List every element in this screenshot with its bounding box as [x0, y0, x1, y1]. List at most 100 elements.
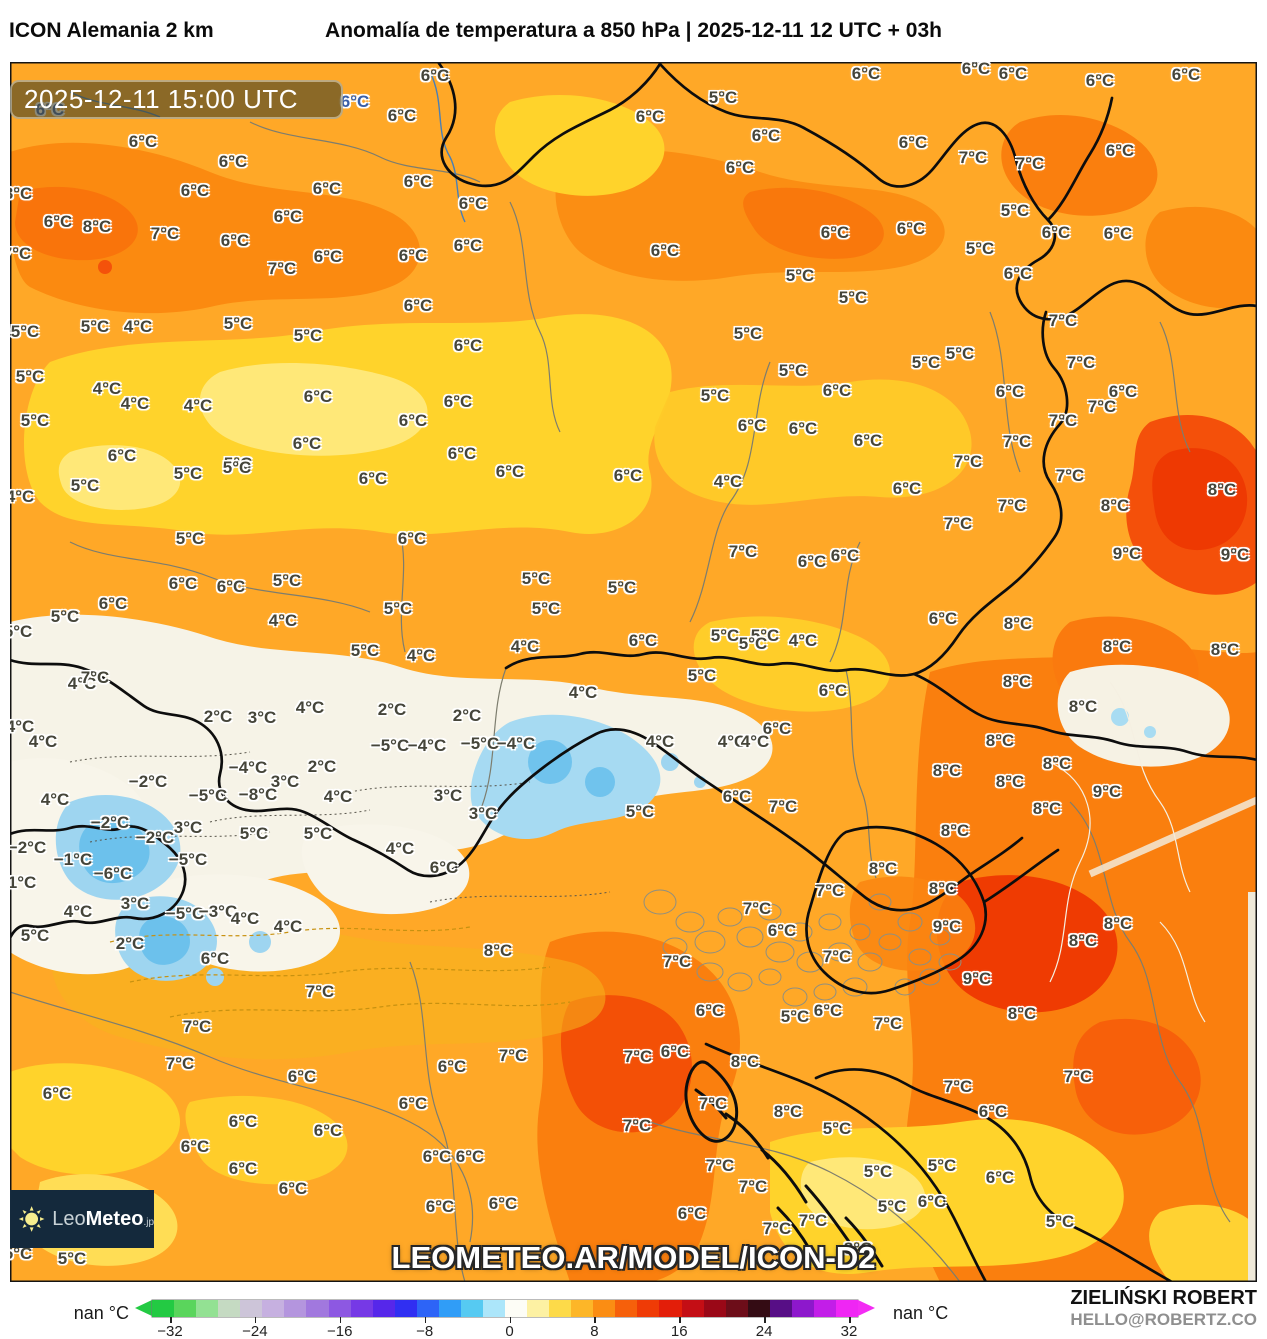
temp-label: 7°C	[822, 947, 852, 966]
temp-label: 6°C	[813, 1001, 843, 1020]
temp-label: 6°C	[216, 577, 246, 596]
temp-label: 6°C	[650, 241, 680, 260]
colorbar-tickmark	[339, 1317, 342, 1323]
temp-label: 3°C	[173, 818, 203, 837]
temp-label: 4°C	[713, 472, 743, 491]
temp-label: 8°C	[843, 1239, 873, 1258]
temp-label: 7°C	[1087, 397, 1117, 416]
temp-label: 8°C	[730, 1052, 760, 1071]
temp-label: −2°C	[135, 828, 175, 847]
colorbar-ticklabel: −32	[157, 1323, 183, 1339]
temp-label: 2°C	[203, 707, 233, 726]
temp-label: 6°C	[628, 631, 658, 650]
colorbar-tickmark	[170, 1317, 172, 1323]
temp-label: 6°C	[853, 431, 883, 450]
temp-label: 8°C	[1207, 480, 1237, 499]
colorbar-segment	[747, 1300, 770, 1317]
colorbar-tickmark	[764, 1317, 766, 1323]
temp-label: 5°C	[10, 322, 40, 341]
colorbar	[135, 1300, 875, 1317]
temp-label: 7°C	[165, 1054, 195, 1073]
temp-label: 5°C	[708, 88, 738, 107]
temp-label: 5°C	[521, 569, 551, 588]
temp-label: 5°C	[20, 926, 50, 945]
logo-suffix: .jp	[143, 1216, 154, 1228]
temp-label: 5°C	[10, 622, 33, 641]
temp-label: 5°C	[50, 607, 80, 626]
temp-label: 7°C	[943, 514, 973, 533]
temp-label: 7°C	[150, 224, 180, 243]
temp-label: 6°C	[1108, 382, 1138, 401]
temp-label: 5°C	[822, 1119, 852, 1138]
temp-label: 6°C	[788, 419, 818, 438]
temp-label: 6°C	[635, 107, 665, 126]
temp-label: 7°C	[997, 496, 1027, 515]
temp-label: 8°C	[1210, 640, 1240, 659]
colorbar-segment	[637, 1300, 660, 1317]
temp-label: 6°C	[762, 719, 792, 738]
author-name: ZIELIŃSKI ROBERT	[1070, 1287, 1257, 1309]
temp-label: 2°C	[452, 706, 482, 725]
colorbar-segment	[593, 1300, 616, 1317]
header-bar: ICON Alemania 2 km Anomalía de temperatu…	[0, 0, 1267, 62]
attribution: ZIELIŃSKI ROBERT HELLO@ROBERTZ.CO	[1070, 1287, 1257, 1330]
temp-label: 7°C	[738, 1177, 768, 1196]
temp-label: 6°C	[1041, 223, 1071, 242]
temp-label: 7°C	[10, 244, 32, 263]
temp-label: 6°C	[42, 1084, 72, 1103]
temp-label: 7°C	[742, 899, 772, 918]
temp-label: 6°C	[917, 1192, 947, 1211]
temp-label: 6°C	[278, 1179, 308, 1198]
temp-label: 6°C	[660, 1042, 690, 1061]
temp-label: 7°C	[1063, 1067, 1093, 1086]
colorbar-segment	[571, 1300, 594, 1317]
logo-wordmark: LeoMeteo.jp	[52, 1208, 154, 1231]
temp-label: 6°C	[767, 921, 797, 940]
temp-label: 9°C	[962, 969, 992, 988]
temp-label: 2°C	[115, 934, 145, 953]
temp-label: 5°C	[927, 1156, 957, 1175]
temp-label: 5°C	[911, 353, 941, 372]
temp-label: 6°C	[422, 1147, 452, 1166]
footer-bar: nan °C −32 −24 −16 −8 0 8 16 24 32 nan °C ZIELIŃ…	[0, 1282, 1267, 1339]
temp-label: 7°C	[768, 797, 798, 816]
colorbar-segment	[725, 1300, 748, 1317]
temp-label: 6°C	[387, 106, 417, 125]
temp-label: 8°C	[1103, 914, 1133, 933]
temp-label: 6°C	[398, 1094, 428, 1113]
temp-label: 6°C	[722, 787, 752, 806]
temp-label: 5°C	[223, 454, 253, 473]
temp-label: 6°C	[998, 64, 1028, 83]
temp-label: 6°C	[287, 1067, 317, 1086]
colorbar-segment	[240, 1300, 263, 1317]
temp-label: 6°C	[273, 207, 303, 226]
temp-label: 6°C	[228, 1159, 258, 1178]
colorbar-segment	[328, 1300, 351, 1317]
temp-label: 4°C	[295, 698, 325, 717]
temp-label: 8°C	[1003, 614, 1033, 633]
temp-label: 4°C	[385, 839, 415, 858]
temp-label: 8°C	[1068, 931, 1098, 950]
temp-label: 6°C	[180, 181, 210, 200]
temp-label: 6°C	[1085, 71, 1115, 90]
colorbar-ticklabel: −16	[327, 1323, 353, 1339]
temp-label: 4°C	[273, 917, 303, 936]
temp-label: 6°C	[397, 529, 427, 548]
colorbar-body	[152, 1300, 858, 1317]
temp-label: 6°C	[1105, 141, 1135, 160]
temp-label: 4°C	[568, 683, 598, 702]
temp-label: 6°C	[358, 469, 388, 488]
temp-label: 7°C	[815, 881, 845, 900]
temp-label: 6°C	[128, 132, 158, 151]
colorbar-ticklabel: 32	[840, 1323, 858, 1339]
colorbar-tickmark	[509, 1317, 511, 1323]
temp-label: 8°C	[1068, 697, 1098, 716]
temp-label: 7°C	[762, 1219, 792, 1238]
temp-label: 8°C	[483, 941, 513, 960]
temp-label: 8°C	[1032, 799, 1062, 818]
temp-label: 5°C	[607, 578, 637, 597]
temp-label: 8°C	[995, 772, 1025, 791]
watermark-text: LEOMETEO.AR/MODEL/ICON-D2	[391, 1240, 876, 1275]
temp-label: 8°C	[928, 879, 958, 898]
